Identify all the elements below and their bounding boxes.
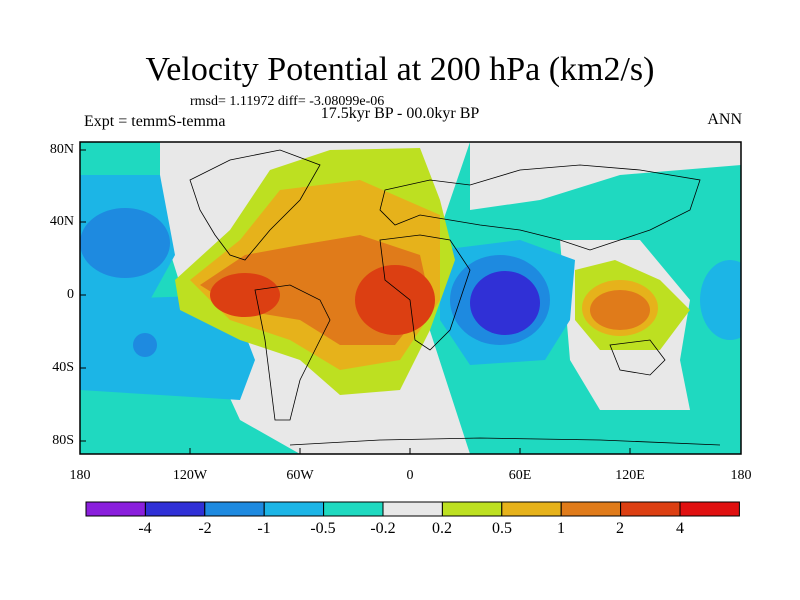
axis-ticks [80,149,631,454]
colorbar-swatch [323,501,384,517]
period-label: 17.5kyr BP - 00.0kyr BP [320,105,480,122]
cool-npac-core [80,208,170,278]
lat-label: 80S [52,433,74,448]
lat-label: 0 [67,287,74,302]
velocity-potential-field [80,142,741,454]
colorbar-label: -0.5 [310,520,336,537]
colorbar-label: -2 [198,520,212,537]
colorbar-swatch [144,501,206,517]
colorbar-label: -4 [138,520,152,537]
lon-label: 60E [508,468,532,483]
colorbar-swatch [501,501,562,517]
colorbar-swatch [204,501,265,517]
warm-core-east [355,265,435,335]
neutral-eurasia [470,142,741,210]
lat-label: 40S [52,360,74,375]
colorbar-label: 0.2 [432,520,452,537]
colorbar-label: -0.2 [370,520,396,537]
lat-label: 40N [49,214,74,229]
cool-spac-core [133,333,157,357]
lon-label: 120W [172,468,208,483]
colorbar-label: 2 [616,520,624,537]
colorbar-swatch [263,501,325,517]
lon-label: 180 [69,468,91,483]
colorbar-label: 0.5 [492,520,512,537]
colorbar-label: 1 [557,520,565,537]
lon-label: 120E [615,468,645,483]
plot-title: Velocity Potential at 200 hPa (km2/s) [145,51,655,88]
lat-label: 80N [49,142,74,157]
colorbar-label: 4 [676,520,684,537]
colorbar-swatch [441,501,503,517]
colorbar-swatch [679,501,740,517]
warm-core-west [210,273,280,317]
colorbar-swatch [560,501,622,517]
lon-label: 0 [406,468,414,483]
lon-label: 180 [730,468,752,483]
stats-line: rmsd= 1.11972 diff= -3.08099e-06 [190,94,385,109]
coastlines [189,149,721,446]
experiment-label: Expt = temmS-temma [84,113,226,130]
colorbar-swatch [382,501,443,517]
cool-indian-core [470,271,540,335]
lon-label: 60W [286,468,314,483]
season-label: ANN [707,111,742,128]
colorbar-swatch [85,501,146,517]
warm-mc-core [590,290,650,330]
colorbar-swatch [620,501,681,517]
cool-epac [700,260,741,340]
colorbar-label: -1 [257,520,271,537]
